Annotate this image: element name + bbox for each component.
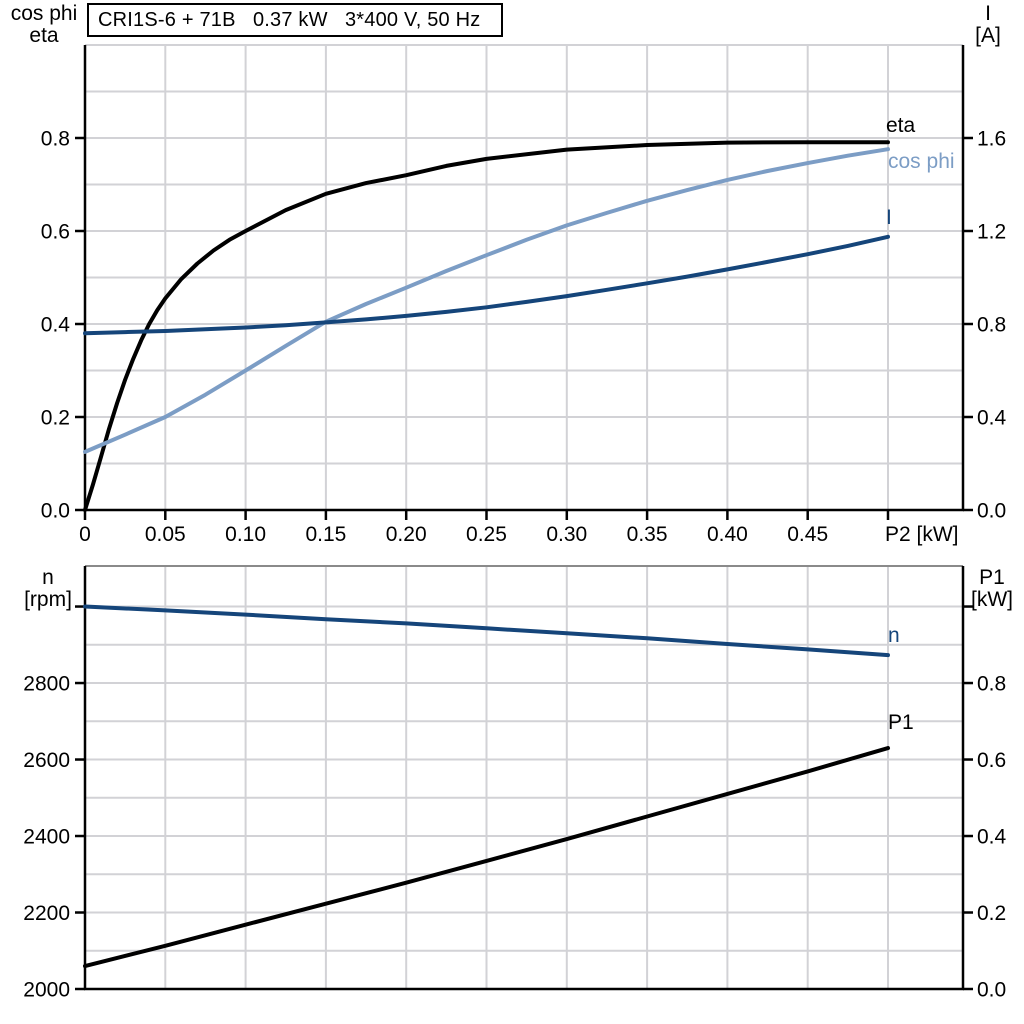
speed-power-left-tick-label: 2600 — [23, 749, 70, 772]
cos-phi-curve — [83, 147, 890, 454]
motor-electrical-right-tick-label: 0.4 — [977, 407, 1007, 430]
speed-power-right-tick-label: 0.6 — [977, 749, 1006, 772]
motor-electrical-x-tick-label: 0.10 — [225, 523, 266, 546]
motor-electrical-left-tick-label: 0.6 — [41, 221, 70, 244]
speed-power-right-tick-label: 0.8 — [977, 673, 1006, 696]
eta-curve — [83, 140, 890, 512]
speed-power-left-axis-title: n — [42, 566, 54, 589]
motor-electrical-left-axis-title: cos phi — [11, 2, 78, 25]
motor-electrical-x-tick-label: 0.25 — [466, 523, 507, 546]
speed-power-left-tick-label: 2400 — [23, 826, 70, 849]
cos-phi-curve-label: cos phi — [888, 150, 955, 173]
motor-electrical-x-tick-label: 0.45 — [787, 523, 828, 546]
speed-power-left-tick-label: 2000 — [23, 979, 70, 1002]
speed-power-right-tick-label: 0.4 — [977, 826, 1007, 849]
current-curve — [83, 234, 890, 336]
motor-electrical-x-tick-label: 0.30 — [546, 523, 587, 546]
motor-electrical-x-tick-label: 0.05 — [145, 523, 186, 546]
motor-electrical-right-axis-title: [A] — [975, 24, 1001, 47]
eta-curve-label: eta — [886, 114, 916, 137]
speed-power-right-tick-label: 0.0 — [977, 979, 1006, 1002]
speed-power-left-axis-title: [rpm] — [24, 588, 72, 611]
speed-power-left-tick-label: 2200 — [23, 902, 70, 925]
speed-curve-label: n — [888, 624, 900, 647]
motor-electrical-right-tick-label: 1.2 — [977, 221, 1006, 244]
motor-electrical-x-tick-label: P2 [kW] — [885, 523, 959, 546]
motor-electrical-left-tick-label: 0.8 — [41, 128, 70, 151]
motor-electrical-x-tick-label: 0.40 — [707, 523, 748, 546]
p1-curve — [83, 746, 890, 969]
motor-electrical-x-tick-label: 0 — [79, 523, 91, 546]
chart-title-box: CRI1S-6 + 71B 0.37 kW 3*400 V, 50 Hz — [87, 3, 503, 37]
motor-electrical-left-axis-title: eta — [29, 24, 59, 47]
motor-electrical-right-tick-label: 0.8 — [977, 314, 1006, 337]
p1-curve-label: P1 — [888, 711, 914, 734]
motor-electrical-left-tick-label: 0.4 — [41, 314, 71, 337]
speed-power-right-tick-label: 0.2 — [977, 902, 1006, 925]
speed-power-right-axis-title: [kW] — [971, 588, 1013, 611]
motor-electrical-x-tick-label: 0.15 — [305, 523, 346, 546]
speed-curve — [83, 604, 890, 658]
motor-electrical-left-tick-label: 0.0 — [41, 500, 70, 523]
chart-title: CRI1S-6 + 71B 0.37 kW 3*400 V, 50 Hz — [98, 8, 481, 31]
speed-power-left-tick-label: 2800 — [23, 673, 70, 696]
speed-power-right-axis-title: P1 — [979, 566, 1005, 589]
motor-electrical-right-tick-label: 0.0 — [977, 500, 1006, 523]
motor-electrical-left-tick-label: 0.2 — [41, 407, 70, 430]
motor-electrical-x-tick-label: 0.35 — [627, 523, 668, 546]
current-curve-label: I — [886, 206, 892, 229]
motor-electrical-right-axis-title: I — [985, 2, 991, 25]
motor-electrical-right-tick-label: 1.6 — [977, 128, 1006, 151]
motor-electrical-x-tick-label: 0.20 — [386, 523, 427, 546]
